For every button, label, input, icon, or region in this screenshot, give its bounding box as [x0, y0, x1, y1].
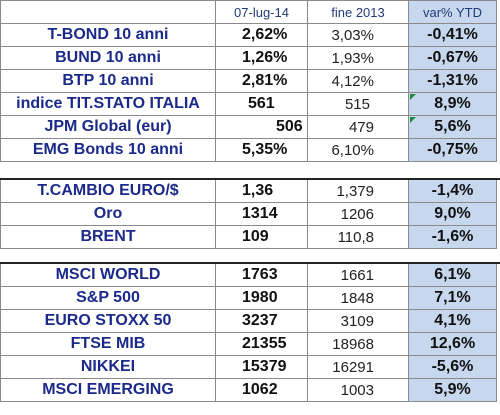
- row-value-date: 2,81%: [216, 70, 308, 93]
- row-name: MSCI WORLD: [0, 264, 216, 287]
- row-value-date: 1,36: [216, 180, 308, 203]
- row-ytd: -0,41%: [409, 24, 497, 47]
- row-value-prev: 1,379: [308, 180, 409, 203]
- row-value-date: 3237: [216, 310, 308, 333]
- row-ytd: 9,0%: [409, 203, 497, 226]
- row-ytd: -1,4%: [409, 180, 497, 203]
- row-ytd: 8,9%: [409, 93, 497, 116]
- row-value-date: 1763: [216, 264, 308, 287]
- row-value-prev: 6,10%: [308, 139, 409, 162]
- row-ytd: 4,1%: [409, 310, 497, 333]
- row-ytd: 5,6%: [409, 116, 497, 139]
- row-name: EURO STOXX 50: [0, 310, 216, 333]
- row-ytd: 5,9%: [409, 379, 497, 402]
- cell-flag-icon: [410, 94, 416, 100]
- row-name: T.CAMBIO EURO/$: [0, 180, 216, 203]
- row-ytd: 6,1%: [409, 264, 497, 287]
- row-value-prev: 3109: [308, 310, 409, 333]
- header-prev: fine 2013: [308, 0, 409, 24]
- section-gap: [0, 172, 500, 180]
- row-value-prev: 1661: [308, 264, 409, 287]
- row-value-date: 1062: [216, 379, 308, 402]
- row-ytd: 12,6%: [409, 333, 497, 356]
- row-value-date: 1314: [216, 203, 308, 226]
- row-name: BRENT: [0, 226, 216, 249]
- row-value-date: 109: [216, 226, 308, 249]
- row-value-prev: 1206: [308, 203, 409, 226]
- row-value-date: 561: [216, 93, 308, 116]
- row-ytd: -0,75%: [409, 139, 497, 162]
- section-gap: [0, 256, 500, 264]
- row-value-prev: 110,8: [308, 226, 409, 249]
- row-value-date: 506: [216, 116, 308, 139]
- row-value-date: 5,35%: [216, 139, 308, 162]
- row-ytd: -1,6%: [409, 226, 497, 249]
- row-value-date: 2,62%: [216, 24, 308, 47]
- row-ytd: -1,31%: [409, 70, 497, 93]
- row-ytd: 7,1%: [409, 287, 497, 310]
- row-name: JPM Global (eur): [0, 116, 216, 139]
- row-value-prev: 1,93%: [308, 47, 409, 70]
- row-name: FTSE MIB: [0, 333, 216, 356]
- row-name: BUND 10 anni: [0, 47, 216, 70]
- row-name: NIKKEI: [0, 356, 216, 379]
- row-value-prev: 515: [308, 93, 409, 116]
- row-value-date: 21355: [216, 333, 308, 356]
- row-value-prev: 479: [308, 116, 409, 139]
- section-divider: [0, 262, 500, 264]
- row-value-prev: 3,03%: [308, 24, 409, 47]
- row-value-prev: 16291: [308, 356, 409, 379]
- row-name: BTP 10 anni: [0, 70, 216, 93]
- section-divider: [0, 178, 500, 180]
- row-name: indice TIT.STATO ITALIA: [0, 93, 216, 116]
- row-value-prev: 1848: [308, 287, 409, 310]
- row-name: T-BOND 10 anni: [0, 24, 216, 47]
- row-value-prev: 18968: [308, 333, 409, 356]
- row-value-prev: 4,12%: [308, 70, 409, 93]
- row-name: S&P 500: [0, 287, 216, 310]
- row-ytd: -5,6%: [409, 356, 497, 379]
- row-value-date: 1980: [216, 287, 308, 310]
- row-value-date: 1,26%: [216, 47, 308, 70]
- cell-flag-icon: [410, 117, 416, 123]
- row-value-date: 15379: [216, 356, 308, 379]
- row-name: MSCI EMERGING: [0, 379, 216, 402]
- row-ytd: -0,67%: [409, 47, 497, 70]
- row-name: Oro: [0, 203, 216, 226]
- row-name: EMG Bonds 10 anni: [0, 139, 216, 162]
- row-value-prev: 1003: [308, 379, 409, 402]
- header-ytd: var% YTD: [409, 0, 497, 24]
- header-empty: [0, 0, 216, 24]
- header-date: 07-lug-14: [216, 0, 308, 24]
